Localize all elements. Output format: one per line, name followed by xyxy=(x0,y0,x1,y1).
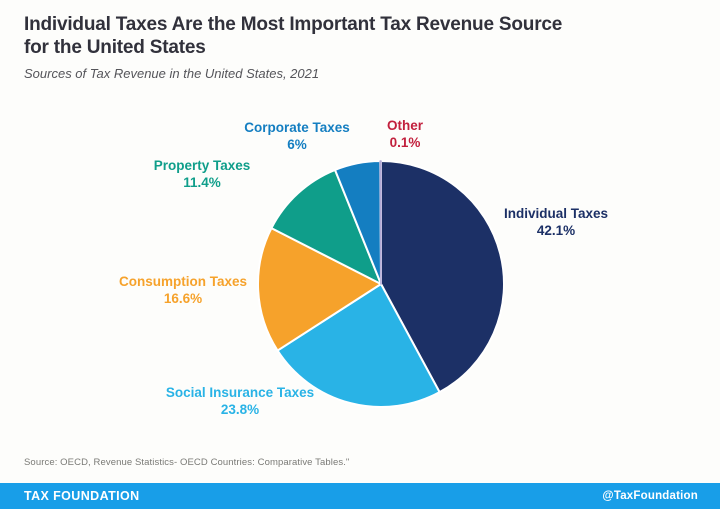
pie-label-pct: 11.4% xyxy=(183,175,221,190)
pie-label-consumption-taxes: Consumption Taxes 16.6% xyxy=(119,273,247,307)
twitter-handle: @TaxFoundation xyxy=(602,490,698,502)
chart-title-line2: for the United States xyxy=(24,37,206,59)
chart-title-line1: Individual Taxes Are the Most Important … xyxy=(24,14,563,35)
pie-label-text: Social Insurance Taxes xyxy=(165,385,315,400)
pie-label-individual-taxes: Individual Taxes 42.1% xyxy=(504,205,608,239)
pie-label-pct: 0.1% xyxy=(389,135,421,150)
brand-name: TAX FOUNDATION xyxy=(24,489,140,503)
pie-label-text: Corporate Taxes xyxy=(244,120,350,135)
pie-slice-individual-taxes xyxy=(380,160,505,394)
chart-header: Individual Taxes Are the Most Important … xyxy=(24,13,684,81)
pie-label-corporate-taxes: Corporate Taxes 6% xyxy=(244,119,350,153)
footer-bar: TAX FOUNDATION @TaxFoundation xyxy=(0,483,720,509)
pie-slice-consumption-taxes xyxy=(257,227,382,352)
pie-label-text: Other xyxy=(386,118,424,133)
chart-subtitle: Sources of Tax Revenue in the United Sta… xyxy=(24,66,320,82)
pie-label-social-insurance-taxes: Social Insurance Taxes 23.8% xyxy=(166,384,314,418)
pie-label-property-taxes: Property Taxes 11.4% xyxy=(154,157,251,191)
pie-label-text: Property Taxes xyxy=(153,158,251,173)
pie-label-pct: 42.1% xyxy=(536,223,576,238)
pie-slice-property-taxes xyxy=(270,168,382,285)
source-note: Source: OECD, Revenue Statistics- OECD C… xyxy=(24,457,350,468)
pie-slice-social-insurance-taxes xyxy=(276,283,441,408)
pie-slice-other xyxy=(379,160,382,285)
pie-label-pct: 16.6% xyxy=(163,291,203,306)
chart-title: Individual Taxes Are the Most Important … xyxy=(24,13,684,59)
pie-label-other: Other 0.1% xyxy=(387,117,423,151)
pie-label-pct: 23.8% xyxy=(220,402,260,417)
pie-label-text: Individual Taxes xyxy=(503,206,609,221)
pie-label-text: Consumption Taxes xyxy=(118,274,248,289)
pie-label-pct: 6% xyxy=(287,137,307,152)
